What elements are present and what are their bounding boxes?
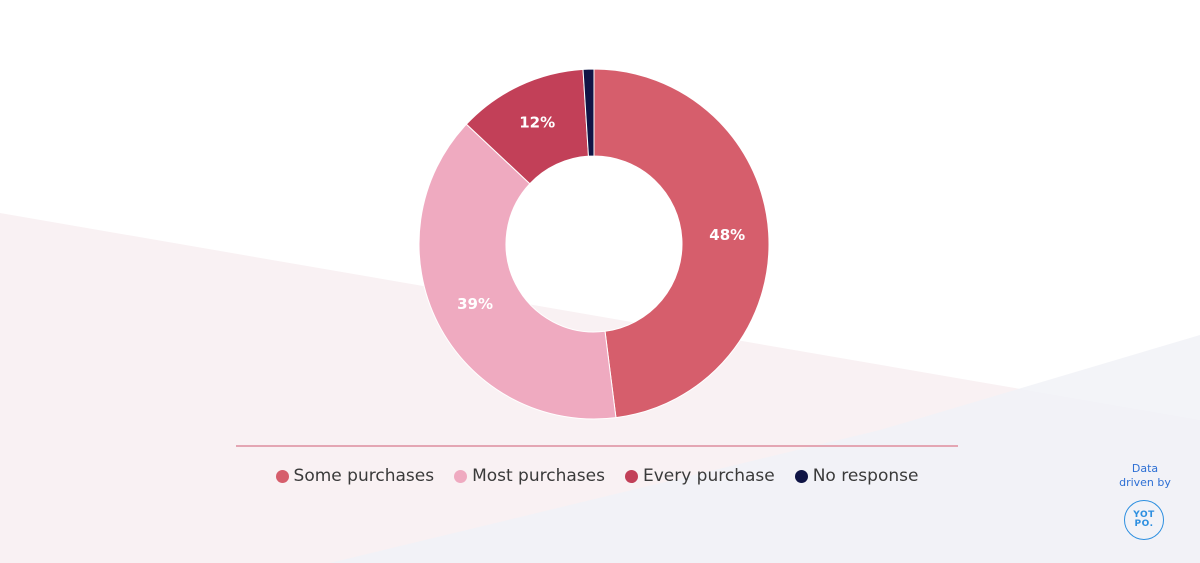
legend-marker [624,469,638,483]
credit-line-2: driven by [1119,476,1171,489]
slice-no-response[interactable] [582,68,595,157]
logo-text-top: YOT [1133,510,1155,520]
slice-some-purchases[interactable] [593,68,770,419]
slice-label: 48% [709,226,745,244]
logo-text-bottom: PO. [1134,519,1154,529]
slice-most-purchases[interactable] [418,123,617,420]
slice-label: 12% [519,114,555,132]
yotpo-logo[interactable]: YOT PO. [1124,500,1164,540]
legend-label: Every purchase [642,466,775,486]
legend-item-most-purchases[interactable]: Most purchases [454,466,605,486]
legend-label: Most purchases [472,466,605,486]
legend-item-every-purchase[interactable]: Every purchase [624,466,775,486]
legend-divider [236,445,958,447]
chart-legend: Some purchases Most purchases Every purc… [236,462,958,490]
legend-marker [794,469,808,483]
legend-marker [454,469,468,483]
legend-label: Some purchases [293,466,435,486]
legend-item-some-purchases[interactable]: Some purchases [275,466,435,486]
credit-line-1: Data [1131,462,1159,475]
data-credit: Data driven by [1105,462,1185,490]
legend-label: No response [812,466,919,486]
legend-item-no-response[interactable]: No response [794,466,919,486]
slice-label: 39% [457,295,493,313]
legend-marker [275,469,289,483]
